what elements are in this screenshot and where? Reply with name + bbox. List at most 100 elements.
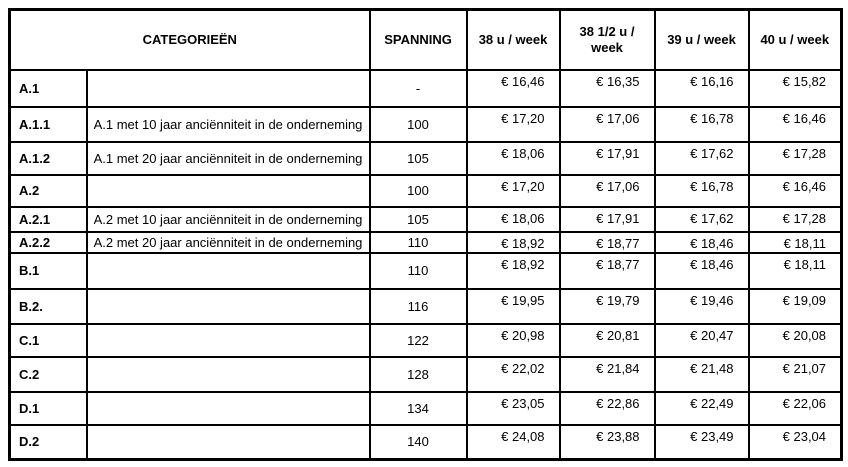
header-row: CATEGORIEËN SPANNING 38 u / week 38 1/2 … (8, 8, 843, 71)
table-row: A.2 100 € 17,20 € 17,06 € 16,78 € 16,46 (8, 173, 843, 208)
category-code-cell: A.1.2 (8, 140, 88, 176)
table-row: D.1 134 € 23,05 € 22,86 € 22,49 € 22,06 (8, 390, 843, 426)
category-code-cell: C.1 (8, 322, 88, 358)
wage-cell: € 17,20 (465, 173, 561, 208)
table-row: D.2 140 € 24,08 € 23,88 € 23,49 € 23,04 (8, 423, 843, 461)
header-spanning: SPANNING (368, 8, 468, 71)
wage-cell: € 17,91 (558, 205, 656, 233)
wage-cell: € 20,81 (558, 322, 656, 358)
wage-cell: € 17,91 (558, 140, 656, 176)
table-row: B.1 110 € 18,92 € 18,77 € 18,46 € 18,11 (8, 251, 843, 290)
header-week-38: 38 u / week (465, 8, 561, 71)
wage-cell: € 23,05 (465, 390, 561, 426)
header-week-39: 39 u / week (653, 8, 750, 71)
wage-cell: € 17,62 (653, 140, 750, 176)
table-row: C.1 122 € 20,98 € 20,81 € 20,47 € 20,08 (8, 322, 843, 358)
wage-cell: € 16,46 (747, 173, 843, 208)
wage-table: CATEGORIEËN SPANNING 38 u / week 38 1/2 … (8, 8, 844, 461)
wage-cell: € 21,07 (747, 355, 843, 393)
table-row: A.1.2 A.1 met 20 jaar anciënniteit in de… (8, 140, 843, 176)
category-description-cell: A.1 met 10 jaar anciënniteit in de onder… (85, 105, 371, 143)
wage-cell: € 18,11 (747, 230, 843, 254)
spanning-cell: 122 (368, 322, 468, 358)
wage-cell: € 18,46 (653, 230, 750, 254)
category-code-cell: B.1 (8, 251, 88, 290)
category-code-cell: D.2 (8, 423, 88, 461)
category-code-cell: A.1.1 (8, 105, 88, 143)
wage-cell: € 18,77 (558, 230, 656, 254)
spanning-cell: 110 (368, 251, 468, 290)
category-description-cell: A.2 met 20 jaar anciënniteit in de onder… (85, 230, 371, 254)
wage-cell: € 17,28 (747, 205, 843, 233)
wage-cell: € 16,78 (653, 173, 750, 208)
spanning-cell: 134 (368, 390, 468, 426)
category-code-cell: A.2 (8, 173, 88, 208)
wage-cell: € 22,49 (653, 390, 750, 426)
wage-cell: € 21,48 (653, 355, 750, 393)
wage-cell: € 16,78 (653, 105, 750, 143)
wage-cell: € 16,16 (653, 68, 750, 108)
wage-cell: € 17,62 (653, 205, 750, 233)
category-code-cell: C.2 (8, 355, 88, 393)
wage-cell: € 19,46 (653, 287, 750, 325)
wage-cell: € 22,06 (747, 390, 843, 426)
wage-cell: € 20,98 (465, 322, 561, 358)
category-description-cell (85, 287, 371, 325)
category-description-cell: A.2 met 10 jaar anciënniteit in de onder… (85, 205, 371, 233)
category-code-cell: A.2.2 (8, 230, 88, 254)
category-description-cell (85, 68, 371, 108)
category-description-cell (85, 173, 371, 208)
category-code-cell: A.1 (8, 68, 88, 108)
wage-cell: € 18,92 (465, 251, 561, 290)
wage-cell: € 18,46 (653, 251, 750, 290)
category-description-cell (85, 355, 371, 393)
table-row: C.2 128 € 22,02 € 21,84 € 21,48 € 21,07 (8, 355, 843, 393)
spanning-cell: 116 (368, 287, 468, 325)
spanning-cell: 100 (368, 105, 468, 143)
spanning-cell: 128 (368, 355, 468, 393)
wage-cell: € 20,08 (747, 322, 843, 358)
wage-cell: € 19,79 (558, 287, 656, 325)
table-row: A.1.1 A.1 met 10 jaar anciënniteit in de… (8, 105, 843, 143)
wage-cell: € 17,06 (558, 173, 656, 208)
wage-cell: € 22,02 (465, 355, 561, 393)
wage-cell: € 16,35 (558, 68, 656, 108)
wage-cell: € 17,28 (747, 140, 843, 176)
wage-cell: € 23,04 (747, 423, 843, 461)
spanning-cell: - (368, 68, 468, 108)
category-description-cell: A.1 met 20 jaar anciënniteit in de onder… (85, 140, 371, 176)
category-code-cell: D.1 (8, 390, 88, 426)
table-row: B.2. 116 € 19,95 € 19,79 € 19,46 € 19,09 (8, 287, 843, 325)
wage-cell: € 24,08 (465, 423, 561, 461)
category-description-cell (85, 322, 371, 358)
table-row: A.2.1 A.2 met 10 jaar anciënniteit in de… (8, 205, 843, 233)
wage-cell: € 23,49 (653, 423, 750, 461)
wage-cell: € 18,11 (747, 251, 843, 290)
table-row: A.2.2 A.2 met 20 jaar anciënniteit in de… (8, 230, 843, 254)
table-row: A.1 - € 16,46 € 16,35 € 16,16 € 15,82 (8, 68, 843, 108)
category-description-cell (85, 251, 371, 290)
header-categorieen: CATEGORIEËN (8, 8, 371, 71)
wage-cell: € 19,09 (747, 287, 843, 325)
wage-cell: € 18,92 (465, 230, 561, 254)
wage-cell: € 18,06 (465, 140, 561, 176)
header-week-40: 40 u / week (747, 8, 843, 71)
wage-cell: € 17,06 (558, 105, 656, 143)
wage-cell: € 15,82 (747, 68, 843, 108)
wage-cell: € 21,84 (558, 355, 656, 393)
spanning-cell: 140 (368, 423, 468, 461)
spanning-cell: 105 (368, 205, 468, 233)
wage-cell: € 20,47 (653, 322, 750, 358)
header-week-38-5: 38 1/2 u / week (558, 8, 656, 71)
wage-cell: € 18,06 (465, 205, 561, 233)
wage-cell: € 18,77 (558, 251, 656, 290)
category-code-cell: A.2.1 (8, 205, 88, 233)
wage-cell: € 23,88 (558, 423, 656, 461)
spanning-cell: 100 (368, 173, 468, 208)
wage-cell: € 16,46 (747, 105, 843, 143)
spanning-cell: 105 (368, 140, 468, 176)
wage-cell: € 17,20 (465, 105, 561, 143)
wage-cell: € 16,46 (465, 68, 561, 108)
spanning-cell: 110 (368, 230, 468, 254)
